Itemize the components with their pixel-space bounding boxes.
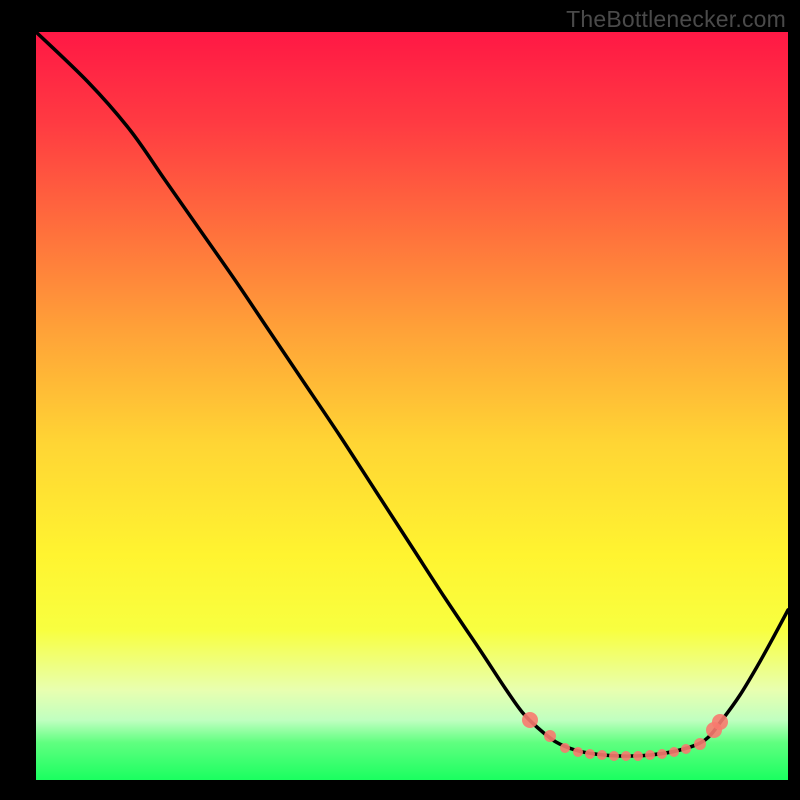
watermark-text: TheBottlenecker.com [566, 6, 786, 33]
chart-frame: TheBottlenecker.com [0, 0, 800, 800]
plot-gradient-area [36, 32, 788, 780]
